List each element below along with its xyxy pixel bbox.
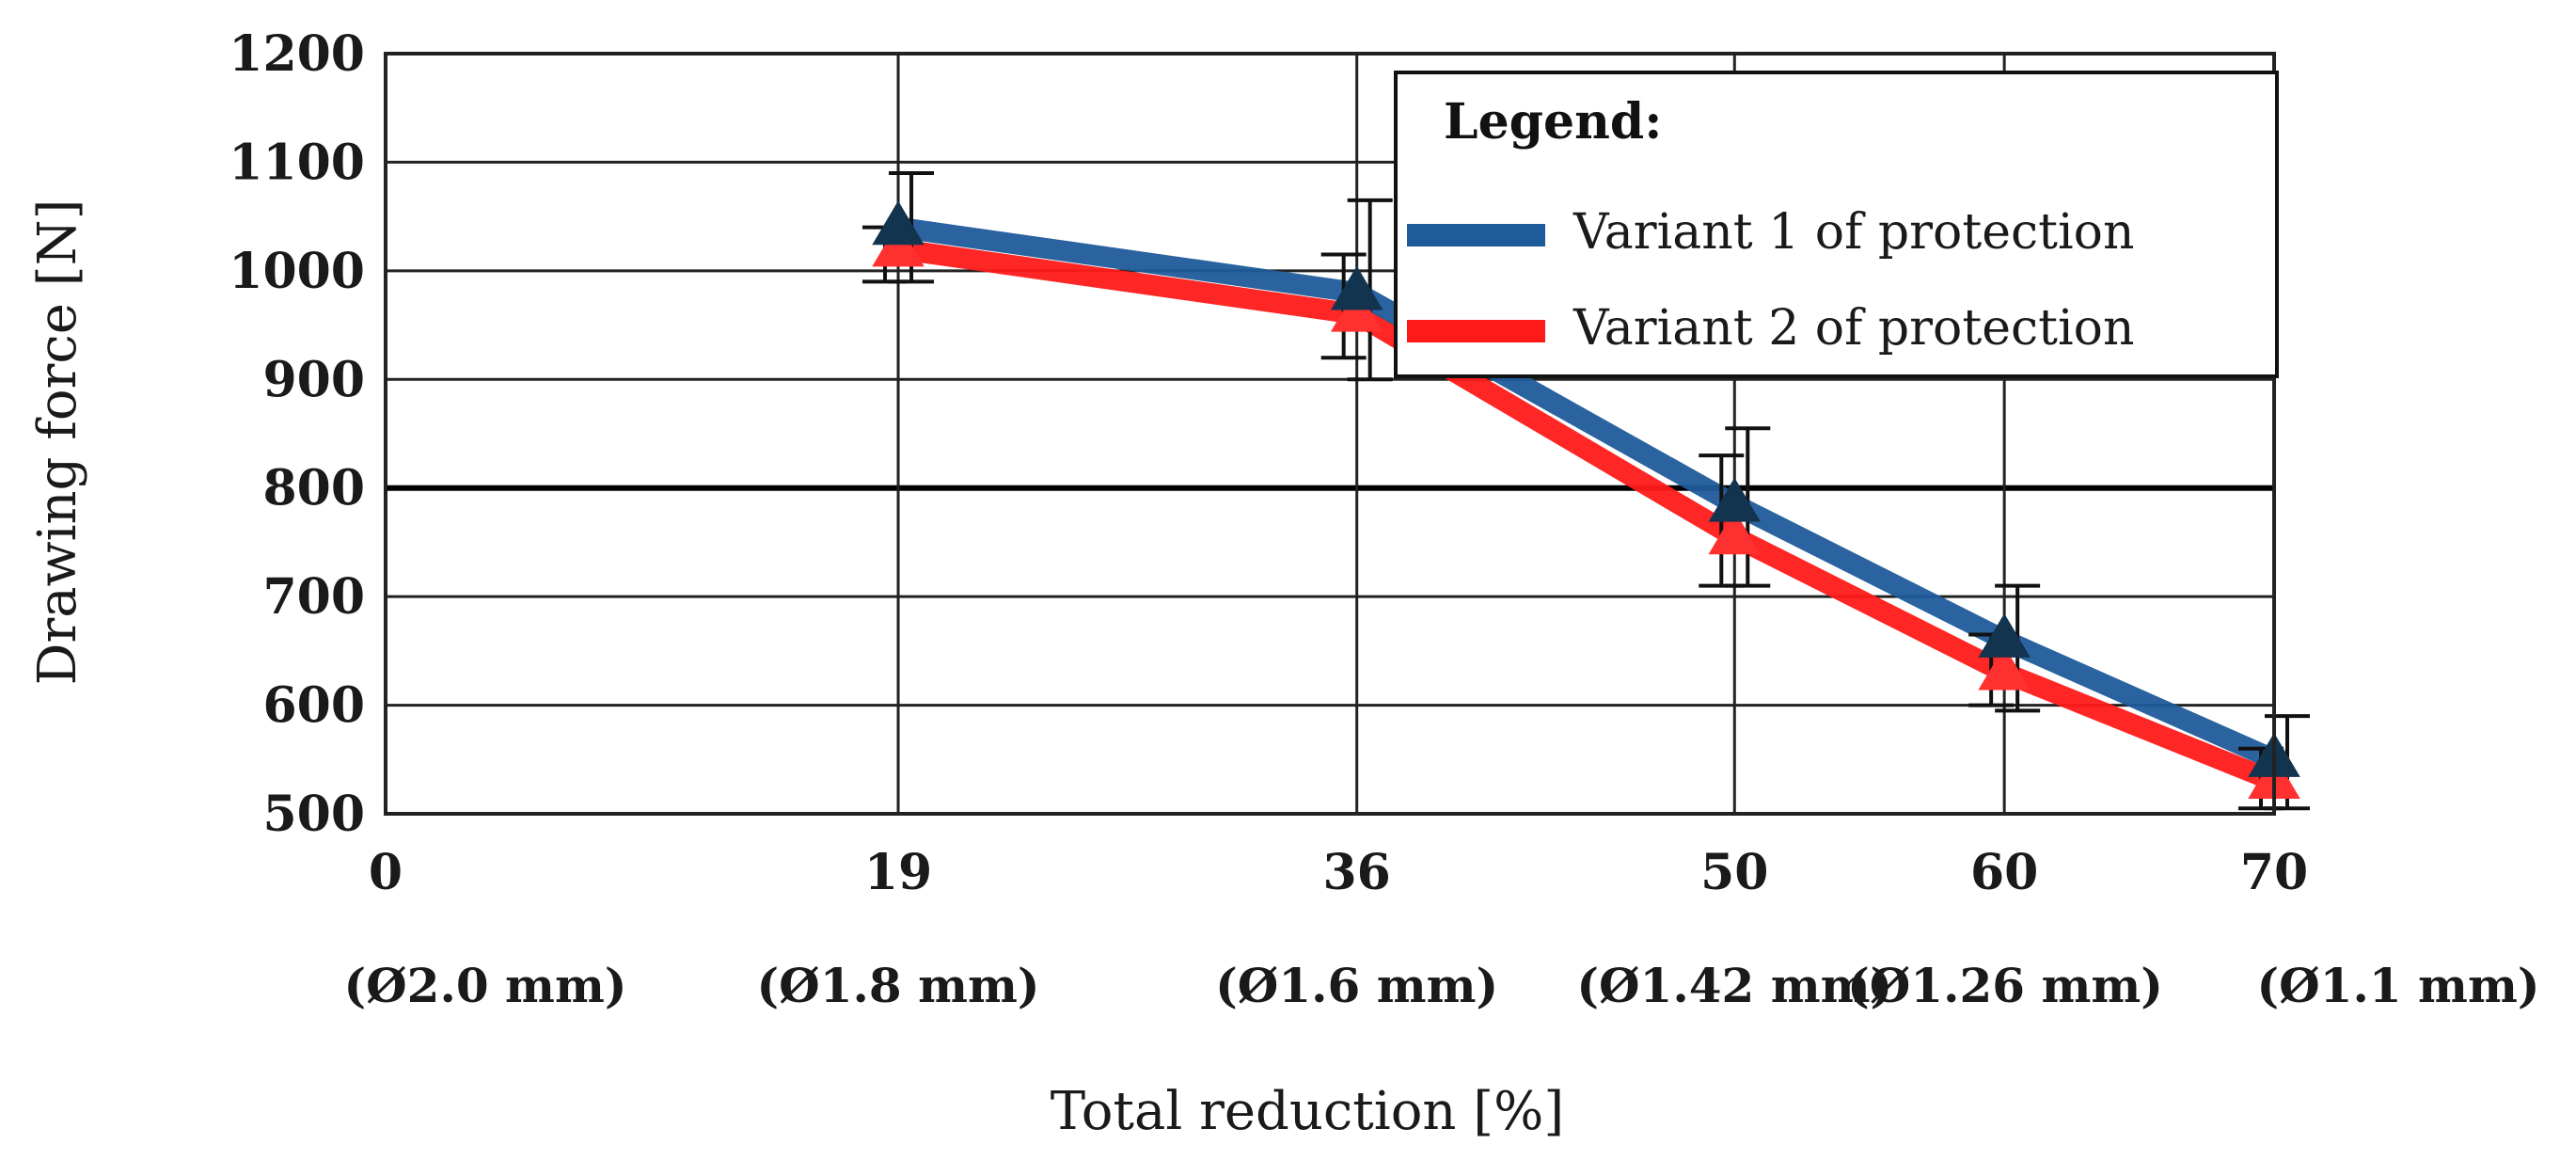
y-tick-label-1000: 1000	[229, 243, 365, 300]
marker-variant-1-50	[1708, 477, 1762, 522]
y-axis-title: Drawing force [N]	[27, 199, 88, 686]
marker-variant-2-50	[1708, 510, 1762, 555]
marker-variant-1-36	[1330, 265, 1383, 310]
marker-variant-1-60	[1978, 612, 2031, 658]
legend-label-variant-2: Variant 2 of protection	[1572, 300, 2134, 357]
y-tick-label-1100: 1100	[229, 134, 365, 191]
x-diameter-label-19: (Ø1.8 mm)	[756, 958, 1039, 1013]
legend-title: Legend:	[1444, 93, 1662, 151]
legend-label-variant-1: Variant 1 of protection	[1572, 204, 2134, 261]
plot-frame	[384, 52, 2276, 816]
y-tick-label-900: 900	[262, 351, 365, 408]
y-tick-label-1200: 1200	[229, 25, 365, 83]
marker-variant-2-60	[1978, 645, 2031, 691]
x-tick-label-70: 70	[2240, 844, 2308, 901]
x-diameter-label-60: (Ø1.26 mm)	[1847, 958, 2163, 1013]
x-diameter-label-0: (Ø2.0 mm)	[343, 958, 626, 1013]
x-tick-label-0: 0	[369, 844, 403, 901]
series-lines	[862, 170, 2310, 811]
x-diameter-label-50: (Ø1.42 mm)	[1576, 958, 1892, 1013]
marker-variant-2-36	[1330, 287, 1383, 332]
x-tick-label-60: 60	[1970, 844, 2038, 901]
axis-labels: 500 600 700 800 900 1000 1100 1200 0 (Ø2.0 mm) 19 (…	[229, 25, 2539, 1013]
y-tick-label-800: 800	[262, 460, 365, 517]
y-tick-label-600: 600	[262, 677, 365, 735]
marker-variant-1-19	[872, 200, 925, 246]
x-tick-label-50: 50	[1700, 844, 1768, 901]
x-diameter-label-70: (Ø1.1 mm)	[2256, 958, 2539, 1013]
x-tick-label-19: 19	[864, 844, 932, 901]
y-tick-label-500: 500	[262, 786, 365, 843]
marker-variant-2-19	[872, 222, 925, 267]
legend: Legend: Variant 1 of protection Variant …	[1394, 71, 2279, 378]
y-tick-label-700: 700	[262, 568, 365, 626]
x-tick-label-36: 36	[1322, 844, 1390, 901]
x-axis-title: Total reduction [%]	[1051, 1081, 1564, 1142]
axes	[384, 52, 2276, 816]
x-diameter-label-36: (Ø1.6 mm)	[1215, 958, 1498, 1013]
